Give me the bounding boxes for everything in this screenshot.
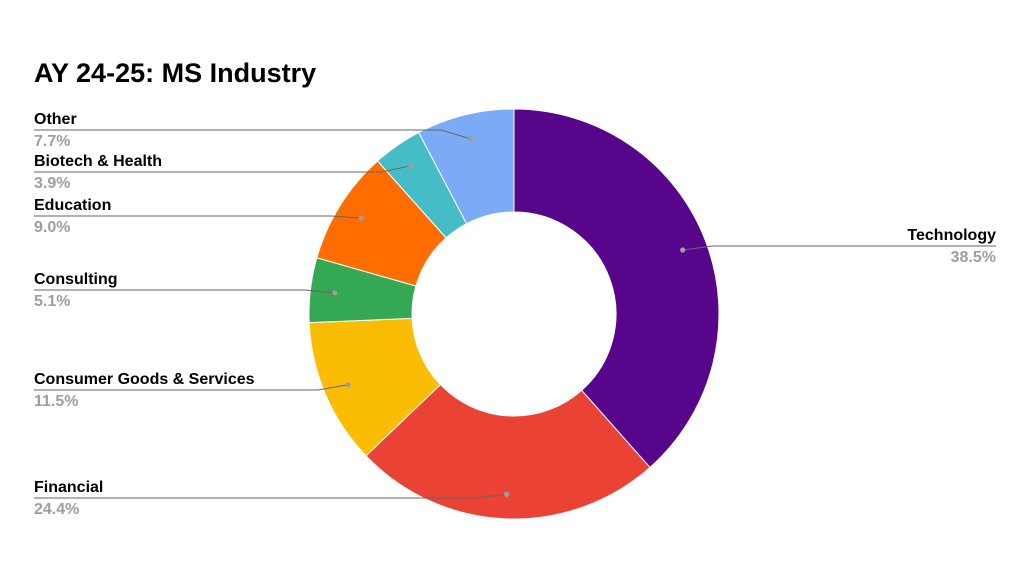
leader-dot-education (358, 215, 364, 221)
slice-value-consumer-goods-and-services: 11.5% (34, 393, 78, 410)
slice-label-consulting: Consulting (34, 271, 118, 288)
slice-value-other: 7.7% (34, 133, 70, 150)
leader-line-consulting (34, 289, 335, 294)
slice-technology (513, 108, 720, 469)
leader-dot-other (468, 136, 474, 142)
slice-label-education: Education (34, 197, 111, 214)
leader-line-technology (682, 245, 996, 251)
slice-label-other: Other (34, 111, 77, 128)
slice-value-financial: 24.4% (34, 501, 79, 518)
slice-other (418, 108, 515, 225)
slice-label-financial: Financial (34, 479, 103, 496)
chart-title: AY 24-25: MS Industry (34, 58, 317, 88)
slice-label-consumer-goods-and-services: Consumer Goods & Services (34, 371, 255, 388)
leader-dot-biotech-and-health (408, 163, 414, 169)
slice-value-consulting: 5.1% (34, 293, 70, 310)
slice-label-biotech-and-health: Biotech & Health (34, 153, 162, 170)
leader-dot-consulting (332, 290, 338, 296)
leader-line-education (34, 215, 362, 219)
leader-dot-technology (680, 247, 686, 253)
slice-value-technology: 38.5% (951, 249, 996, 266)
slice-value-education: 9.0% (34, 219, 70, 236)
leader-line-other (34, 129, 471, 140)
leader-dot-consumer-goods-and-services (345, 382, 351, 388)
slice-financial (365, 383, 651, 520)
leader-line-biotech-and-health (34, 165, 412, 173)
leader-line-financial (34, 493, 507, 499)
slice-label-technology: Technology (907, 227, 996, 244)
slice-value-biotech-and-health: 3.9% (34, 175, 70, 192)
leader-line-consumer-goods-and-services (34, 384, 349, 391)
leader-dot-financial (504, 491, 510, 497)
